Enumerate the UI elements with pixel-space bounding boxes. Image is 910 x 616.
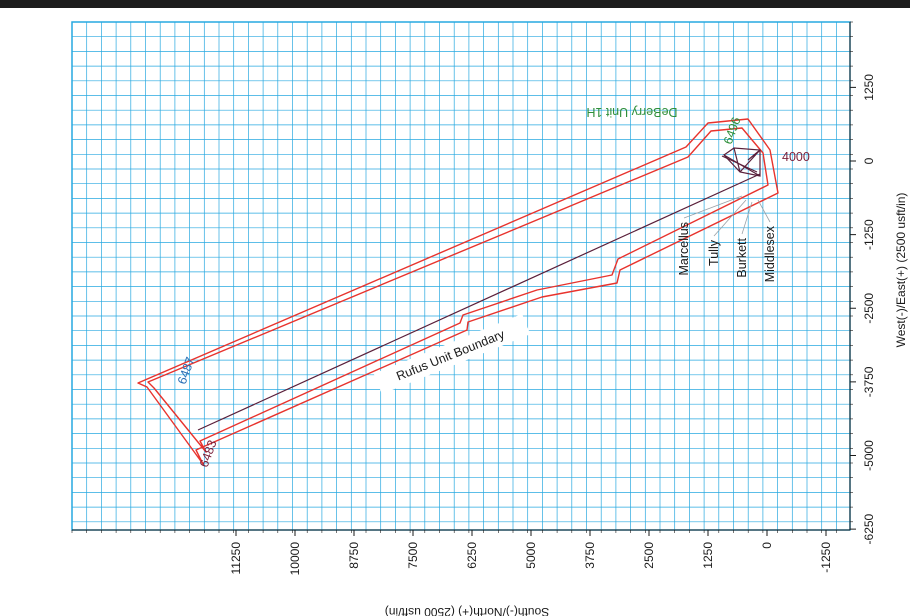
upper-lateral [721, 155, 758, 173]
x-tick-label: 0 [760, 542, 774, 549]
x-tick-label: 6250 [465, 542, 479, 569]
formation-label-marcellus: Marcellus [677, 222, 691, 276]
y-tick-label: -2500 [862, 293, 876, 324]
well-name-label: DeBerry Unit 1H [587, 105, 678, 119]
grid-lines [71, 21, 850, 530]
leader-marcellus [683, 195, 743, 219]
lateral-line [197, 173, 761, 431]
wellbore-path [197, 147, 761, 431]
x-axis: 11250 10000 8750 7500 6250 5000 3750 2500 1250 0 -… [71, 529, 850, 576]
formation-labels: Marcellus Tully Burkett Middlesex [677, 222, 777, 282]
unit-boundary [137, 118, 779, 465]
leader-middlesex [757, 199, 771, 223]
y-tick-label: 0 [862, 157, 876, 164]
formation-leaders [683, 195, 771, 237]
y-tick-label: -3750 [862, 366, 876, 397]
y-tick-label: -1250 [862, 219, 876, 250]
x-tick-label: 10000 [288, 542, 302, 576]
x-tick-label: 3750 [583, 542, 597, 569]
formation-label-burkett: Burkett [735, 237, 749, 277]
formation-label-tully: Tully [707, 239, 721, 266]
formation-label-middlesex: Middlesex [763, 225, 777, 282]
top-border-bar [0, 0, 910, 8]
y-axis-title: West(-)/East(+) (2500 usft/in) [894, 193, 908, 348]
y-tick-label: 1250 [862, 74, 876, 101]
unit-boundary-outer [137, 118, 779, 465]
x-tick-label: 2500 [642, 542, 656, 569]
leader-burkett [741, 201, 753, 235]
depth-label-4000: 4000 [782, 150, 810, 164]
x-tick-label: 7500 [406, 542, 420, 569]
y-tick-label: -5000 [862, 440, 876, 471]
x-tick-label: 1250 [701, 542, 715, 569]
x-axis-title: South(-)/North(+) (2500 usft/in) [385, 605, 549, 616]
y-tick-label: -6250 [862, 513, 876, 544]
x-tick-label: 8750 [347, 542, 361, 569]
unit-boundary-inner [147, 127, 769, 453]
x-tick-label: 11250 [229, 542, 243, 575]
x-tick-label: 5000 [524, 542, 538, 569]
leader-tully [713, 199, 747, 237]
y-axis: 1250 0 -1250 -2500 -3750 -5000 -6250 [849, 21, 876, 544]
x-tick-label: -1250 [819, 542, 833, 573]
